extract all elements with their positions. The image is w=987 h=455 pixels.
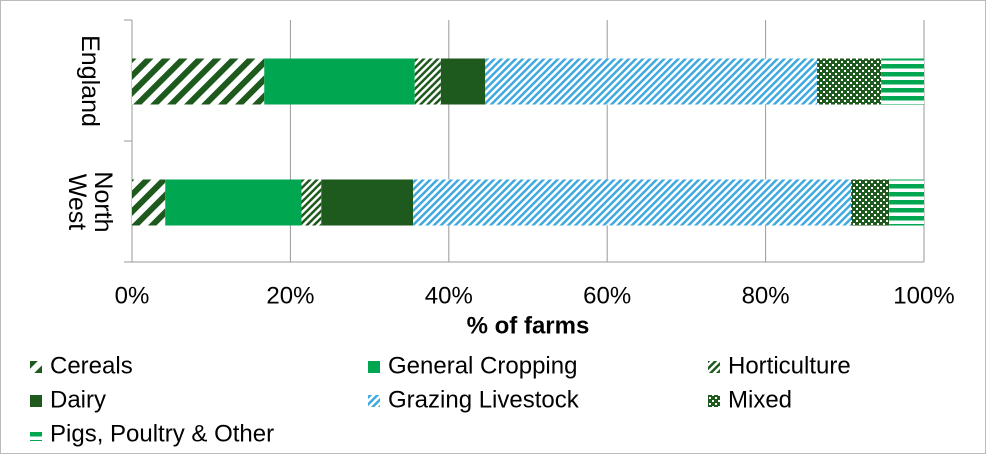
legend-label: Cereals: [50, 352, 133, 379]
legend-label: Horticulture: [728, 352, 851, 379]
legend-label: General Cropping: [388, 352, 577, 379]
legend-label: Grazing Livestock: [388, 386, 580, 413]
bar-segment: [889, 179, 924, 226]
bar-segment: [132, 179, 166, 226]
x-axis-title: % of farms: [467, 312, 590, 339]
bar-segment: [321, 179, 414, 226]
legend-label: Dairy: [50, 386, 106, 413]
legend-swatch: [30, 395, 42, 407]
legend-swatch: [368, 395, 380, 407]
bar-segment: [414, 58, 441, 105]
x-tick-label: 100%: [893, 282, 954, 309]
x-tick-label: 0%: [115, 282, 150, 309]
bar-segment: [165, 179, 302, 226]
legend-label: Mixed: [728, 386, 792, 413]
bar-segment: [485, 58, 818, 105]
x-tick-label: 20%: [266, 282, 314, 309]
bar-segment: [440, 58, 486, 105]
bar-segment: [301, 179, 322, 226]
x-tick-label: 40%: [425, 282, 473, 309]
bar-segment: [264, 58, 415, 105]
y-tick-label: England: [76, 34, 104, 127]
bar-segment: [817, 58, 882, 105]
y-tick-label: North West: [63, 170, 117, 233]
x-tick-label: 60%: [583, 282, 631, 309]
legend-swatch: [708, 361, 720, 373]
x-tick-label: 80%: [742, 282, 790, 309]
bar-segment: [413, 179, 852, 226]
bar-segment: [132, 58, 265, 105]
legend-swatch: [30, 429, 42, 441]
legend-label: Pigs, Poultry & Other: [50, 420, 274, 447]
bar-segment: [881, 58, 924, 105]
legend-swatch: [708, 395, 720, 407]
legend-swatch: [30, 361, 42, 373]
bar-segment: [851, 179, 890, 226]
legend-swatch: [368, 361, 380, 373]
